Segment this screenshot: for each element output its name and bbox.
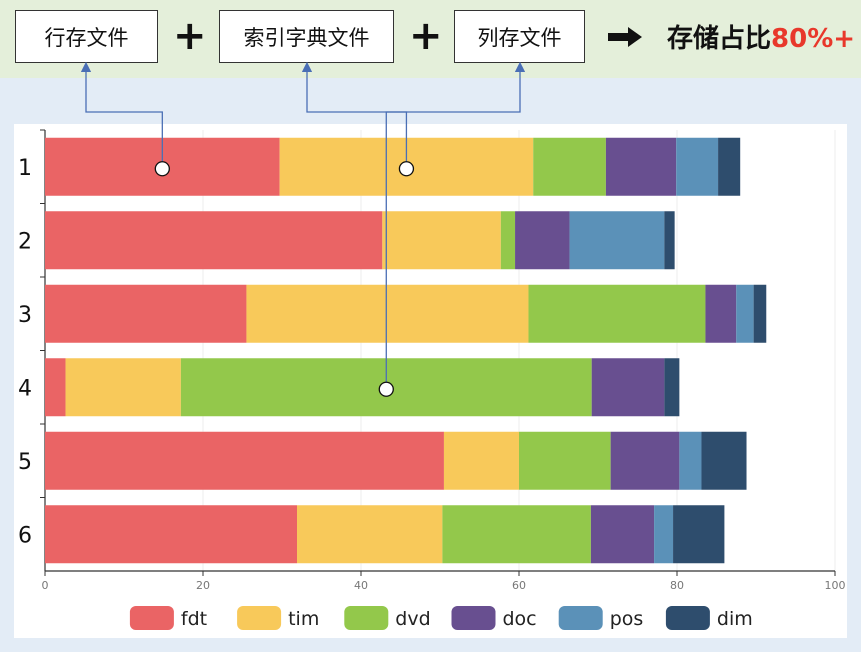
legend-swatch-tim bbox=[237, 606, 282, 630]
y-category-label: 3 bbox=[18, 303, 32, 328]
legend-swatch-pos bbox=[558, 606, 603, 630]
bar-dvd-3 bbox=[528, 284, 706, 343]
legend-swatch-doc bbox=[451, 606, 496, 630]
bar-dim-3 bbox=[753, 284, 767, 343]
column-store-file-box: 列存文件 bbox=[454, 10, 585, 63]
bar-dim-4 bbox=[664, 358, 680, 417]
y-category-label: 1 bbox=[18, 156, 32, 181]
bar-dim-1 bbox=[718, 137, 741, 196]
bar-tim-3 bbox=[246, 284, 529, 343]
bar-fdt-2 bbox=[45, 211, 383, 270]
legend-label-pos: pos bbox=[610, 608, 644, 630]
legend-label-fdt: fdt bbox=[181, 608, 207, 630]
x-tick-label: 20 bbox=[196, 579, 210, 592]
bar-pos-5 bbox=[679, 431, 702, 490]
legend-label-dvd: dvd bbox=[395, 608, 430, 630]
y-category-label: 5 bbox=[18, 450, 32, 475]
legend-swatch-dvd bbox=[344, 606, 389, 630]
bar-dim-6 bbox=[673, 505, 725, 564]
x-tick-label: 100 bbox=[825, 579, 846, 592]
bar-doc-3 bbox=[705, 284, 737, 343]
x-tick-label: 0 bbox=[42, 579, 49, 592]
x-tick-label: 80 bbox=[670, 579, 684, 592]
x-tick-label: 40 bbox=[354, 579, 368, 592]
bar-pos-6 bbox=[654, 505, 674, 564]
bar-pos-3 bbox=[736, 284, 754, 343]
bar-dim-2 bbox=[664, 211, 675, 270]
bar-tim-1 bbox=[279, 137, 534, 196]
storage-ratio-text: 存储占比80%+ bbox=[667, 18, 855, 55]
bar-dvd-2 bbox=[500, 211, 516, 270]
bar-tim-2 bbox=[382, 211, 501, 270]
bar-dvd-4 bbox=[180, 358, 592, 417]
legend-swatch-fdt bbox=[129, 606, 174, 630]
bar-fdt-1 bbox=[45, 137, 280, 196]
storage-ratio-prefix: 存储占比 bbox=[667, 24, 772, 54]
bar-dvd-6 bbox=[442, 505, 591, 564]
bar-fdt-3 bbox=[45, 284, 247, 343]
stacked-bar-chart: 0 20 40 60 80 100 1 2 3 4 5 6 fdt tim dvd doc pos dim bbox=[18, 129, 846, 630]
bar-tim-4 bbox=[65, 358, 181, 417]
bar-fdt-6 bbox=[45, 505, 298, 564]
chart-panel: 0 20 40 60 80 100 1 2 3 4 5 6 fdt tim dvd doc pos dim bbox=[14, 124, 847, 638]
bar-doc-6 bbox=[590, 505, 655, 564]
bar-doc-5 bbox=[610, 431, 680, 490]
bar-dim-5 bbox=[701, 431, 747, 490]
bar-fdt-5 bbox=[45, 431, 444, 490]
legend-label-dim: dim bbox=[717, 608, 753, 630]
y-category-label: 2 bbox=[18, 229, 32, 254]
legend-swatch-dim bbox=[665, 606, 710, 630]
legend-label-doc: doc bbox=[503, 608, 537, 630]
bar-doc-1 bbox=[605, 137, 677, 196]
storage-ratio-value: 80%+ bbox=[771, 24, 856, 54]
bar-doc-2 bbox=[515, 211, 570, 270]
row-store-file-box: 行存文件 bbox=[15, 10, 158, 63]
index-dictionary-file-box: 索引字典文件 bbox=[219, 10, 394, 63]
bar-doc-4 bbox=[591, 358, 665, 417]
x-tick-label: 60 bbox=[512, 579, 526, 592]
right-arrow-icon bbox=[608, 27, 642, 47]
plus-sign-1: + bbox=[173, 13, 207, 59]
bar-dvd-1 bbox=[533, 137, 606, 196]
bar-tim-5 bbox=[443, 431, 519, 490]
legend-label-tim: tim bbox=[288, 608, 319, 630]
plus-sign-2: + bbox=[409, 13, 443, 59]
bar-fdt-4 bbox=[45, 358, 66, 417]
bar-pos-2 bbox=[569, 211, 665, 270]
bar-pos-1 bbox=[676, 137, 719, 196]
y-category-label: 4 bbox=[18, 376, 32, 401]
y-category-label: 6 bbox=[18, 523, 32, 548]
bar-tim-6 bbox=[297, 505, 443, 564]
bar-dvd-5 bbox=[519, 431, 611, 490]
